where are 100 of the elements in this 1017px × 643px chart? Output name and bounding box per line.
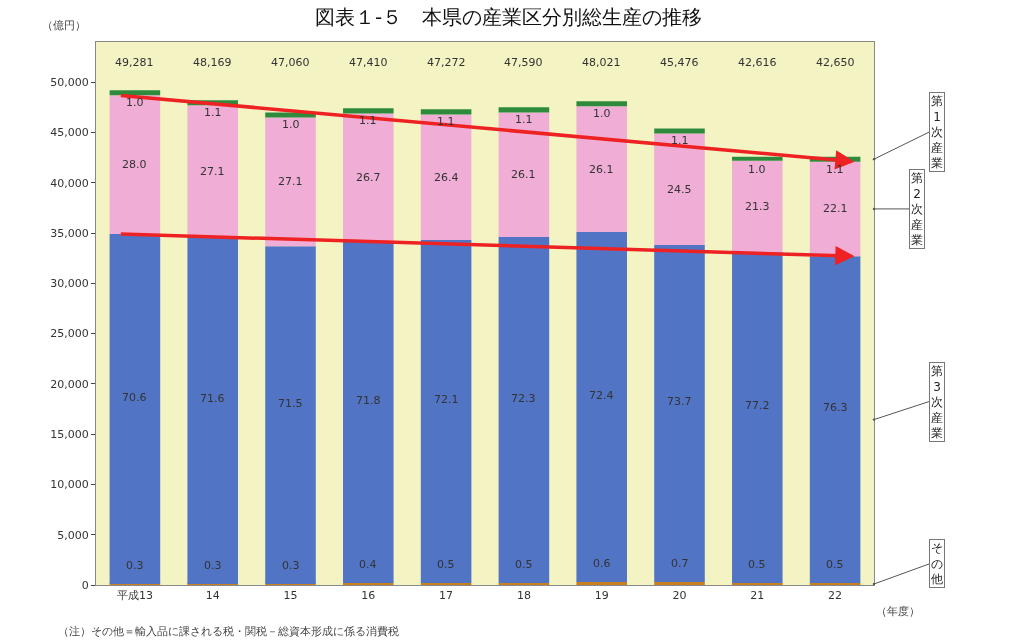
annotation: 72.4: [589, 389, 614, 402]
bar: [420, 582, 472, 585]
bar: [187, 237, 238, 584]
annotation: 47,590: [504, 56, 543, 69]
bar: [498, 582, 550, 585]
annotation: 1.1: [204, 106, 222, 119]
annotation: 1.0: [282, 118, 300, 131]
bar: [265, 246, 316, 584]
annotation: 26.7: [356, 171, 381, 184]
x-tick-label: 15: [283, 589, 298, 603]
bar: [576, 106, 627, 233]
bar: [109, 90, 161, 96]
x-tick-label: 14: [205, 589, 220, 603]
bar: [809, 582, 861, 585]
y-tick-label: 45,000: [50, 126, 89, 140]
annotation: 45,476: [660, 56, 699, 69]
bar: [732, 160, 783, 253]
annotation: 71.8: [356, 394, 381, 407]
bar: [732, 156, 783, 161]
annotation: 0.3: [126, 559, 144, 572]
x-tick-label: 19: [594, 589, 609, 603]
bar: [732, 252, 783, 583]
annotation: 26.1: [511, 168, 536, 181]
annotation: 0.5: [437, 558, 455, 571]
annotation: 70.6: [122, 391, 147, 404]
text: 第2次産業: [911, 171, 923, 248]
annotation: 42,616: [738, 56, 777, 69]
annotation: 71.6: [200, 392, 225, 405]
bar: [498, 237, 550, 583]
annotation: 0.4: [359, 558, 377, 571]
annotation: 0.5: [515, 558, 533, 571]
annotation: 0.3: [204, 559, 222, 572]
y-axis-title: （億円）: [42, 19, 86, 32]
annotation: 28.0: [122, 158, 147, 171]
annotation: 72.1: [434, 393, 459, 406]
y-tick-label: 5,000: [57, 528, 89, 542]
bar: [343, 108, 394, 114]
bar: [109, 95, 161, 235]
annotation: 0.6: [593, 557, 611, 570]
bar: [498, 112, 550, 238]
annotation: 42,650: [816, 56, 855, 69]
annotation: 48,021: [582, 56, 621, 69]
text: 第3次産業: [931, 364, 943, 441]
annotation: 72.3: [511, 392, 536, 405]
bar: [576, 581, 627, 585]
annotation: 1.0: [748, 163, 766, 176]
text: その他: [931, 541, 943, 587]
y-tick-label: 0: [81, 578, 89, 592]
bar: [576, 101, 627, 107]
annotation: 22.1: [823, 202, 848, 215]
bar: [420, 114, 472, 241]
annotation: 27.1: [200, 165, 225, 178]
bar: [420, 240, 472, 583]
annotation: 48,169: [193, 56, 232, 69]
chart-title: 図表１-５ 本県の産業区分別総生産の推移: [314, 4, 703, 29]
x-tick-label: 21: [750, 589, 765, 603]
annotation: 1.1: [826, 163, 844, 176]
bar: [654, 133, 705, 246]
annotation: 47,060: [271, 56, 310, 69]
annotation: 47,272: [427, 56, 466, 69]
bar: [732, 582, 783, 585]
y-tick-label: 35,000: [50, 226, 89, 240]
annotation: 1.1: [515, 113, 533, 126]
x-tick-label: 22: [828, 589, 843, 603]
x-tick-label: 17: [439, 589, 454, 603]
annotation: 73.7: [667, 395, 692, 408]
bar: [809, 161, 861, 257]
annotation: 0.3: [282, 559, 300, 572]
bar: [265, 117, 316, 247]
y-tick-label: 10,000: [50, 478, 89, 492]
annotation: 76.3: [823, 401, 848, 414]
x-tick-label: 20: [672, 589, 687, 603]
annotation: 1.1: [671, 134, 689, 147]
bar: [343, 582, 394, 585]
annotation: 21.3: [745, 200, 770, 213]
x-tick-label: 平成13: [116, 589, 153, 603]
annotation: 77.2: [745, 399, 770, 412]
x-axis-title: （年度）: [876, 605, 920, 618]
bar: [420, 109, 472, 115]
annotation: 0.7: [671, 557, 689, 570]
x-tick-label: 16: [361, 589, 376, 603]
text: 第1次産業: [931, 94, 943, 171]
annotation: 24.5: [667, 183, 692, 196]
annotation: 49,281: [115, 56, 154, 69]
bar: [654, 245, 705, 582]
y-tick-label: 15,000: [50, 428, 89, 442]
annotation: 0.5: [826, 558, 844, 571]
annotation: 27.1: [278, 175, 303, 188]
annotation: 26.4: [434, 171, 459, 184]
annotation: 0.5: [748, 558, 766, 571]
annotation: 71.5: [278, 397, 303, 410]
bar: [654, 581, 705, 585]
bar: [809, 256, 861, 583]
y-tick-label: 30,000: [50, 277, 89, 291]
y-tick-label: 20,000: [50, 377, 89, 391]
x-tick-label: 18: [516, 589, 531, 603]
bar: [109, 234, 161, 584]
bar: [654, 128, 705, 134]
bar: [343, 241, 394, 583]
y-tick-label: 50,000: [50, 76, 89, 90]
